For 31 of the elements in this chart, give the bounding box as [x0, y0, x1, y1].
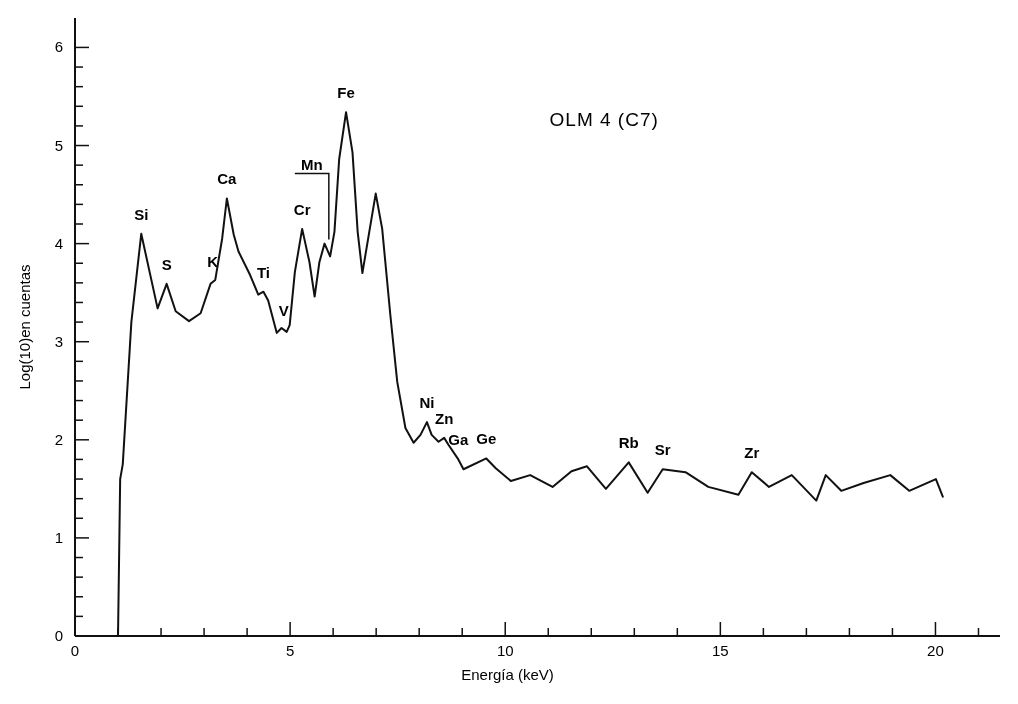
annotation: S — [161, 255, 172, 273]
annotation: K — [207, 252, 219, 270]
annotation: Rb — [618, 434, 639, 452]
annotation: Sr — [654, 441, 671, 459]
annotation: Zr — [744, 444, 760, 462]
annotation: Ga — [448, 431, 469, 449]
x-tick-label: 0 — [70, 642, 80, 659]
y-tick-label: 2 — [54, 430, 63, 448]
annotation: V — [278, 301, 289, 319]
annotation: Ge — [476, 430, 497, 448]
x-axis-title: Energía (keV) — [461, 666, 554, 683]
x-tick-label: 5 — [285, 642, 295, 659]
x-tick-label: 10 — [496, 642, 514, 659]
y-tick-label: 4 — [54, 234, 63, 252]
annotation: Mn — [301, 155, 323, 173]
y-tick-label: 1 — [54, 528, 63, 546]
x-tick-label: 15 — [712, 642, 729, 659]
annotation: Ti — [256, 263, 270, 281]
y-tick-label: 0 — [54, 627, 63, 644]
annotation: Zn — [434, 409, 454, 427]
annotation: Cr — [293, 200, 311, 218]
annotation: Ni — [419, 394, 435, 412]
x-tick-label: 20 — [927, 642, 944, 659]
annotation: Ca — [217, 170, 238, 188]
annotation: Si — [134, 205, 149, 223]
y-tick-label: 3 — [54, 332, 63, 350]
y-tick-label: 5 — [54, 136, 63, 154]
y-tick-label: 6 — [54, 38, 63, 56]
text: OLM 4 (C7) — [549, 108, 659, 130]
annotation: Fe — [337, 84, 355, 102]
y-axis-title: Log(10)en cuentas — [16, 264, 33, 390]
